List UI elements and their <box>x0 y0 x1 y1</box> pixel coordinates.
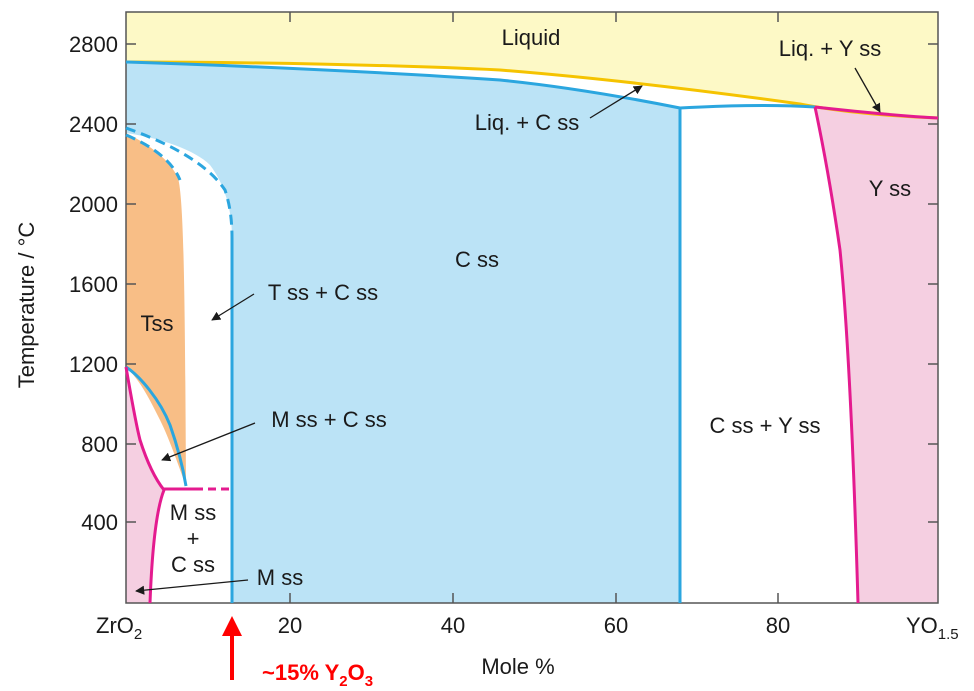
tss-upper-dashed <box>125 133 182 181</box>
cubic-solidus-line <box>125 60 816 110</box>
y-ss-label: Y ss <box>869 176 911 201</box>
m-c-arrow <box>161 422 256 462</box>
m-ss-label: M ss <box>257 565 303 590</box>
y-tick-label: 2000 <box>69 192 118 217</box>
cubic-region <box>126 62 680 603</box>
y-ticks <box>126 43 938 523</box>
liquid-region <box>126 12 938 118</box>
m-c-stack-label-1: M ss <box>170 500 216 525</box>
liq-c-arrow <box>589 85 643 119</box>
x-tick-label: 20 <box>278 613 302 638</box>
m-c-stack-label-3: C ss <box>171 552 215 577</box>
c-ss-label: C ss <box>455 247 499 272</box>
composition-callout: ~15% Y2O3 <box>262 660 373 690</box>
y-tick-label: 2400 <box>69 112 118 137</box>
t-c-label: T ss + C ss <box>268 280 378 305</box>
plot-frame <box>125 11 939 604</box>
y-tick-label: 2800 <box>69 32 118 57</box>
t-c-upper-dashed <box>125 126 234 239</box>
x-ticks <box>289 12 779 603</box>
monoclinic-lower-line <box>148 489 166 604</box>
y-ss-region <box>815 107 938 603</box>
tss-lower-boundary <box>125 365 188 487</box>
y-tick-label: 400 <box>81 510 118 535</box>
liq-y-arrow <box>854 67 881 113</box>
x-tick-label: 40 <box>441 613 465 638</box>
x-tick-label: 80 <box>766 613 790 638</box>
m-c-label: M ss + C ss <box>271 407 387 432</box>
x-tick-label: 60 <box>604 613 628 638</box>
x-axis-right-end-label: YO1.5 <box>906 613 959 643</box>
y-tick-label: 1600 <box>69 272 118 297</box>
y-ss-left-boundary <box>813 106 860 604</box>
m-ss-arrow <box>135 579 249 595</box>
y-tick-label: 800 <box>81 432 118 457</box>
tetragonal-region <box>126 133 186 486</box>
tss-label: Tss <box>141 311 174 336</box>
liq-c-label: Liq. + C ss <box>475 110 580 135</box>
liq-y-label: Liq. + Y ss <box>779 36 882 61</box>
t-c-arrow <box>211 293 255 321</box>
liquid-label: Liquid <box>502 25 561 50</box>
y-tick-label: 1200 <box>69 352 118 377</box>
y-axis-title: Temperature / °C <box>14 222 39 389</box>
y-ss-top-boundary <box>814 105 939 120</box>
m-c-stack-label-2: + <box>187 526 200 551</box>
x-axis-title: Mole % <box>481 654 554 679</box>
x-axis-left-end-label: ZrO2 <box>96 613 142 643</box>
c-y-label: C ss + Y ss <box>709 413 820 438</box>
monoclinic-upper-line <box>124 366 166 491</box>
